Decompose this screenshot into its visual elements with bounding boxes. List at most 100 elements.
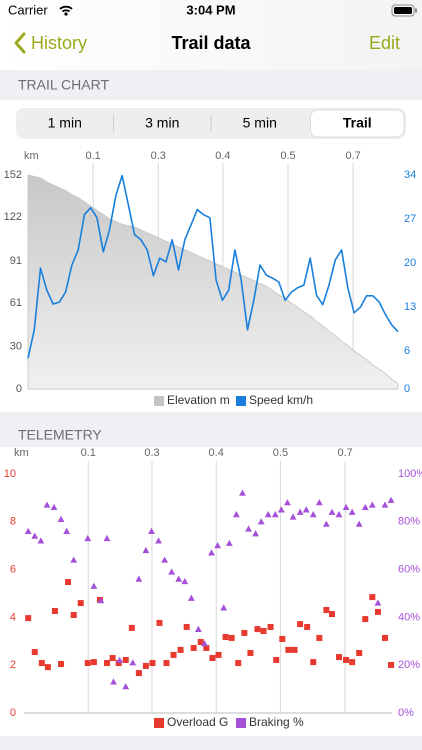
point: [168, 568, 176, 575]
point: [135, 670, 142, 677]
point: [90, 659, 97, 666]
point: [110, 678, 117, 685]
y-tick-label: 60%: [398, 564, 420, 576]
point: [50, 503, 58, 511]
chart: km 0.1 0.3 0.4 0.5 0.7 0 30 61 91 122 152 0 6 13 20 27 34…: [4, 150, 417, 407]
point: [228, 634, 235, 641]
point: [70, 612, 77, 619]
y-tick-label: 20%: [398, 659, 420, 671]
clock: 3:04 PM: [186, 2, 235, 17]
point: [43, 501, 51, 508]
segment-option[interactable]: Trail: [343, 115, 372, 131]
point: [374, 599, 382, 606]
wifi-dot: [64, 12, 68, 16]
point: [90, 582, 98, 589]
point: [63, 527, 71, 534]
point: [323, 606, 330, 613]
point: [214, 542, 222, 549]
point: [116, 656, 124, 664]
point: [304, 623, 311, 630]
point: [215, 651, 222, 658]
point: [84, 534, 92, 542]
nav-background: [0, 0, 422, 70]
edit-button[interactable]: Edit: [369, 33, 400, 53]
section-header: TRAIL CHART: [18, 77, 109, 93]
y-tick-label: 34: [404, 169, 416, 181]
x-tick-label: 0.7: [337, 447, 352, 459]
point: [279, 635, 286, 642]
point: [356, 650, 363, 657]
point: [209, 655, 216, 662]
point: [239, 489, 246, 496]
legend-swatch: [154, 718, 164, 728]
legend-swatch: [154, 396, 164, 406]
point: [348, 508, 356, 515]
y-tick-label: 40%: [398, 611, 420, 623]
point: [156, 619, 163, 626]
point: [208, 549, 215, 556]
area: [27, 174, 399, 390]
point: [322, 520, 330, 527]
point: [103, 534, 111, 542]
section-band: [0, 70, 422, 100]
point: [149, 660, 156, 667]
point: [201, 640, 208, 647]
x-tick-label: 0.1: [81, 447, 96, 459]
battery-tip: [415, 8, 417, 13]
point: [97, 597, 105, 604]
point: [342, 503, 350, 511]
battery: [391, 4, 415, 17]
segment-selected[interactable]: [310, 109, 405, 138]
y-tick-label: 0: [10, 707, 16, 719]
point: [31, 532, 39, 539]
point: [247, 650, 254, 657]
point: [285, 646, 292, 653]
y-tick-label: 27: [404, 213, 416, 225]
point: [369, 594, 376, 601]
y-tick-label: 0: [404, 383, 410, 395]
point: [310, 659, 317, 666]
point: [44, 664, 51, 671]
point: [277, 506, 285, 513]
legend-label: Speed km/h: [249, 393, 313, 407]
y-tick-label: 0: [16, 383, 22, 395]
legend-label: Braking %: [249, 715, 304, 729]
point: [181, 577, 189, 585]
point: [361, 503, 369, 511]
point: [355, 520, 363, 527]
point: [38, 660, 45, 667]
point: [128, 624, 135, 631]
point: [187, 594, 195, 601]
segment-option[interactable]: 5 min: [243, 115, 277, 131]
point: [177, 646, 184, 653]
legend-swatch: [236, 718, 246, 728]
point: [197, 639, 204, 646]
point: [70, 556, 78, 563]
point: [103, 660, 110, 667]
y-tick-label: 8: [10, 516, 16, 528]
point: [77, 600, 84, 607]
point: [381, 501, 389, 508]
point: [51, 607, 58, 614]
y-tick-label: 6: [404, 345, 410, 357]
point: [336, 654, 343, 661]
x-tick-label: 0.7: [345, 150, 360, 162]
point: [381, 634, 388, 641]
point: [220, 604, 228, 611]
point: [203, 644, 210, 651]
point: [349, 659, 356, 666]
point: [37, 537, 45, 544]
point: [289, 513, 297, 520]
point: [148, 527, 155, 534]
segment-option[interactable]: 3 min: [145, 115, 179, 131]
segment-option[interactable]: 1 min: [48, 115, 82, 131]
point: [252, 530, 259, 537]
back-button[interactable]: History: [31, 33, 87, 53]
point: [222, 633, 229, 640]
section-header: TELEMETRY: [18, 427, 102, 443]
point: [31, 649, 38, 656]
back-chevron[interactable]: [14, 32, 26, 54]
point: [374, 608, 381, 615]
point: [245, 525, 252, 532]
